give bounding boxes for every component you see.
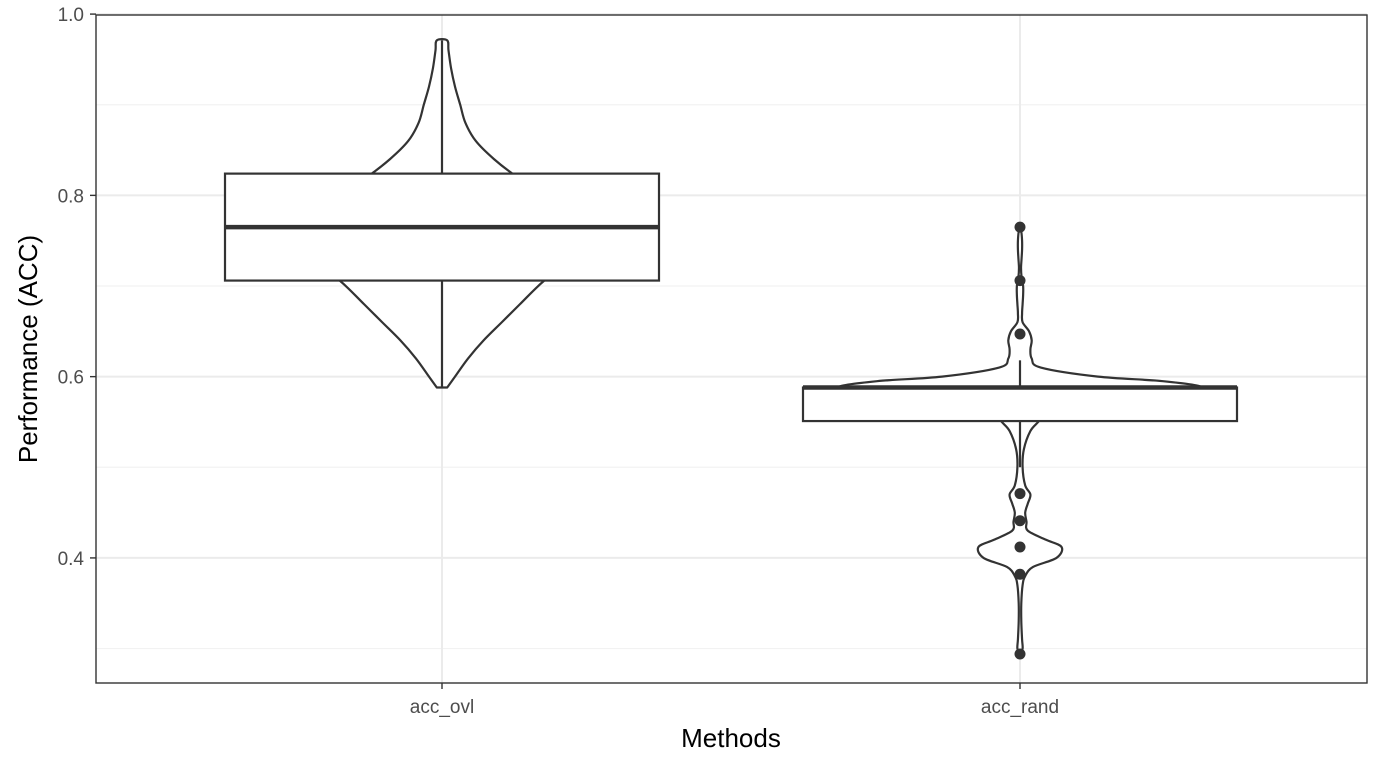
outlier-point xyxy=(1014,648,1026,660)
outlier-point xyxy=(1014,221,1026,233)
x-axis-title: Methods xyxy=(681,723,781,753)
y-tick-label: 0.8 xyxy=(58,186,84,207)
panel-border xyxy=(95,14,1368,684)
outlier-point xyxy=(1014,515,1026,527)
boxplots xyxy=(223,40,1239,468)
y-tick-label: 1.0 xyxy=(58,5,84,26)
axis-ticks: 0.4 0.6 0.8 1.0 acc_ovl acc_rand xyxy=(58,5,1060,718)
outlier-point xyxy=(1014,568,1026,580)
y-axis-title: Performance (ACC) xyxy=(13,235,43,463)
outlier-point xyxy=(1014,275,1026,287)
outlier-point xyxy=(1014,488,1026,500)
outlier-point xyxy=(1014,328,1026,340)
y-tick-label: 0.6 xyxy=(58,368,84,389)
outlier-points xyxy=(1014,221,1026,660)
x-tick-label: acc_ovl xyxy=(410,697,474,718)
outlier-point xyxy=(1014,541,1026,553)
box-acc_rand xyxy=(801,386,1239,423)
y-tick-label: 0.4 xyxy=(58,549,85,570)
x-tick-label: acc_rand xyxy=(981,697,1059,718)
